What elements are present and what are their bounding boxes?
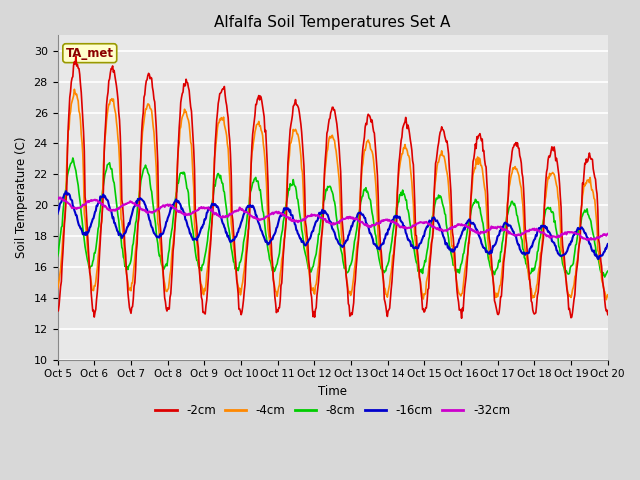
-32cm bbox=[604, 231, 612, 237]
-8cm bbox=[604, 268, 612, 274]
-8cm bbox=[63, 173, 71, 179]
-16cm bbox=[417, 240, 424, 246]
-4cm bbox=[602, 297, 610, 302]
-8cm bbox=[177, 170, 184, 176]
-2cm bbox=[417, 278, 424, 284]
-32cm bbox=[55, 194, 63, 200]
Text: TA_met: TA_met bbox=[66, 47, 114, 60]
-8cm bbox=[417, 267, 424, 273]
-4cm bbox=[206, 241, 214, 247]
-16cm bbox=[177, 203, 184, 208]
-8cm bbox=[54, 253, 61, 259]
-16cm bbox=[121, 230, 129, 236]
Y-axis label: Soil Temperature (C): Soil Temperature (C) bbox=[15, 137, 28, 258]
Line: -16cm: -16cm bbox=[58, 191, 608, 259]
Line: -32cm: -32cm bbox=[58, 197, 608, 240]
-2cm bbox=[121, 243, 129, 249]
-8cm bbox=[121, 264, 129, 269]
-4cm bbox=[401, 145, 408, 151]
-4cm bbox=[54, 287, 61, 292]
-2cm bbox=[604, 312, 612, 317]
-2cm bbox=[458, 315, 465, 321]
-32cm bbox=[583, 237, 591, 243]
-2cm bbox=[401, 121, 408, 127]
-16cm bbox=[595, 256, 602, 262]
-4cm bbox=[63, 147, 71, 153]
-32cm bbox=[206, 207, 214, 213]
-2cm bbox=[63, 145, 71, 151]
-32cm bbox=[65, 200, 72, 206]
-32cm bbox=[417, 219, 424, 225]
-16cm bbox=[54, 211, 61, 217]
-4cm bbox=[121, 256, 129, 262]
-16cm bbox=[65, 191, 72, 196]
Title: Alfalfa Soil Temperatures Set A: Alfalfa Soil Temperatures Set A bbox=[214, 15, 451, 30]
-8cm bbox=[601, 274, 609, 280]
-8cm bbox=[206, 220, 214, 226]
Legend: -2cm, -4cm, -8cm, -16cm, -32cm: -2cm, -4cm, -8cm, -16cm, -32cm bbox=[150, 399, 515, 422]
-4cm bbox=[604, 292, 612, 298]
-8cm bbox=[401, 191, 408, 197]
-4cm bbox=[70, 86, 78, 92]
-2cm bbox=[54, 306, 61, 312]
-32cm bbox=[177, 208, 184, 214]
-2cm bbox=[177, 100, 184, 106]
-16cm bbox=[62, 188, 70, 194]
X-axis label: Time: Time bbox=[318, 385, 347, 398]
-2cm bbox=[206, 250, 214, 255]
-16cm bbox=[401, 223, 408, 229]
-32cm bbox=[54, 195, 61, 201]
-16cm bbox=[206, 205, 214, 211]
-4cm bbox=[177, 124, 184, 130]
-8cm bbox=[69, 155, 77, 161]
Line: -2cm: -2cm bbox=[58, 57, 608, 318]
Line: -4cm: -4cm bbox=[58, 89, 608, 300]
Line: -8cm: -8cm bbox=[58, 158, 608, 277]
-32cm bbox=[401, 225, 408, 231]
-4cm bbox=[417, 278, 424, 284]
-2cm bbox=[72, 54, 80, 60]
-32cm bbox=[121, 202, 129, 207]
-16cm bbox=[604, 241, 612, 247]
